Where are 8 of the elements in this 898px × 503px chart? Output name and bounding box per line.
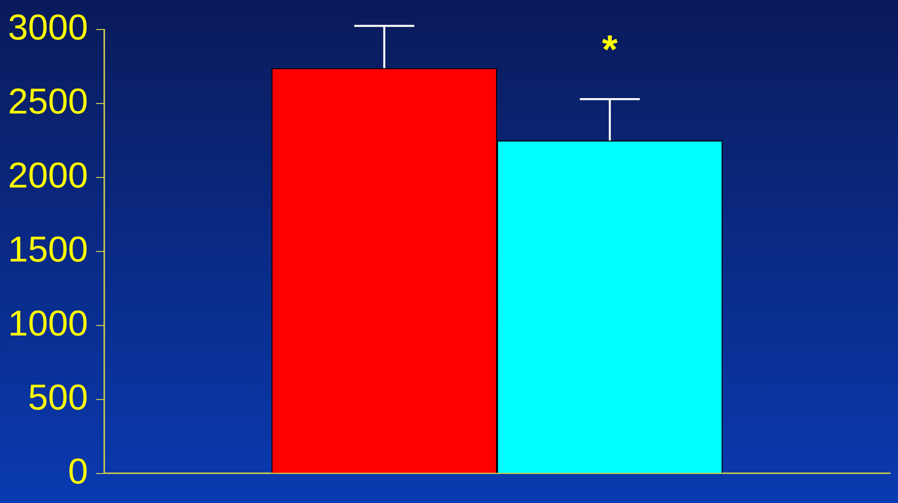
annotation: *: [602, 28, 618, 72]
y-tick-label: 2000: [8, 154, 88, 196]
y-tick-label: 1000: [8, 302, 88, 344]
y-tick-label: 0: [68, 450, 88, 492]
y-tick-label: 1500: [8, 228, 88, 270]
y-tick-label: 3000: [8, 6, 88, 48]
y-tick-label: 2500: [8, 80, 88, 122]
y-tick-label: 500: [28, 376, 88, 418]
